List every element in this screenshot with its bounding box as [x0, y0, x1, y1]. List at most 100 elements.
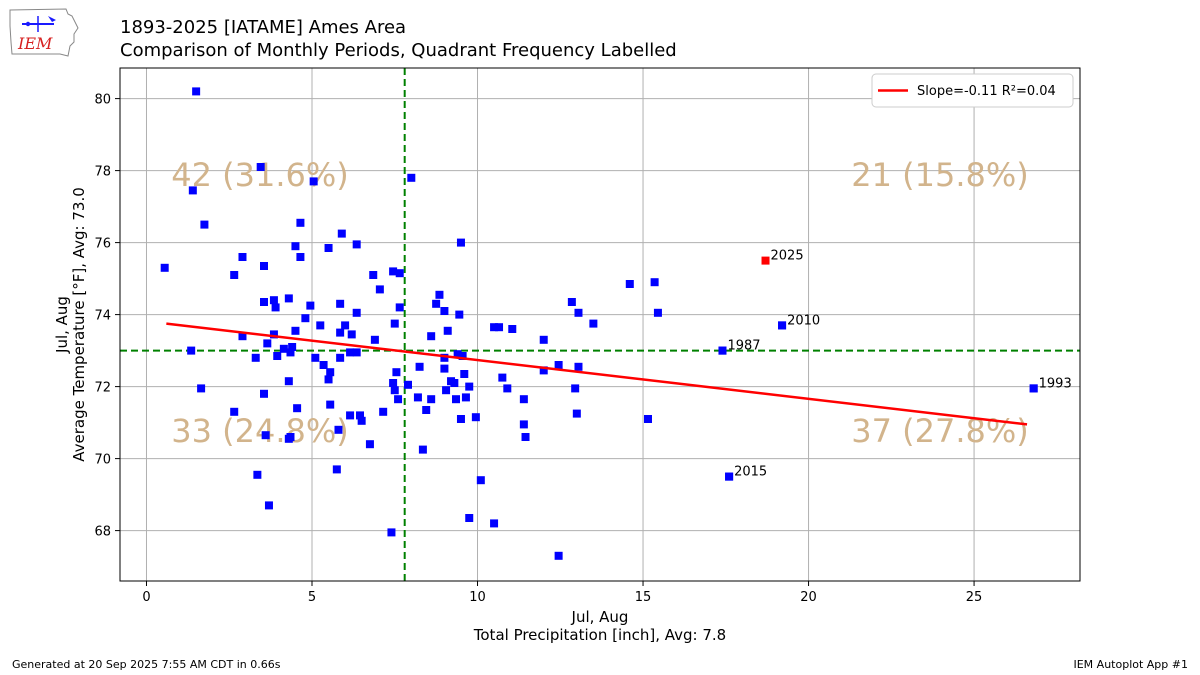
data-point — [395, 269, 404, 278]
quadrant-label: 42 (31.6%) — [171, 156, 349, 194]
data-point — [296, 253, 305, 261]
plot-frame — [119, 67, 1081, 582]
data-point — [456, 415, 465, 423]
data-point — [392, 368, 401, 377]
data-point — [390, 319, 399, 328]
data-point — [519, 420, 528, 429]
data-point — [271, 303, 280, 312]
x-axis-label: Total Precipitation [inch], Avg: 7.8 — [473, 626, 726, 644]
y-tick-label: 72 — [94, 381, 111, 396]
y-axis-label: Average Temperature [°F], Avg: 73.0 — [70, 187, 88, 462]
data-point — [379, 407, 388, 416]
data-point — [324, 244, 333, 252]
data-point — [389, 267, 398, 276]
data-point — [435, 290, 444, 299]
y-tick-label: 70 — [94, 453, 111, 468]
highlight-data-point — [761, 256, 770, 265]
data-point — [653, 308, 662, 317]
data-point — [447, 377, 456, 386]
data-point — [407, 173, 416, 182]
data-point — [269, 296, 278, 305]
data-point — [324, 375, 333, 384]
data-point — [490, 323, 499, 332]
data-point — [260, 298, 268, 306]
data-point — [352, 348, 361, 357]
data-point — [458, 352, 467, 360]
data-point — [460, 370, 469, 378]
data-point — [456, 238, 465, 247]
data-point — [521, 433, 530, 441]
data-point — [465, 382, 474, 391]
point-label: 2025 — [771, 249, 804, 264]
data-point — [301, 314, 310, 323]
data-point — [334, 425, 343, 434]
y-tick-label: 78 — [94, 165, 111, 180]
data-point — [332, 465, 341, 474]
data-point — [390, 386, 399, 395]
data-point — [442, 386, 451, 395]
data-point — [200, 220, 209, 229]
trend-line — [166, 322, 1028, 426]
data-point — [293, 404, 302, 413]
data-point — [160, 263, 169, 272]
data-point — [572, 409, 581, 418]
iem-logo: IEM — [9, 8, 79, 57]
data-point — [230, 407, 239, 416]
x-tick-label: 10 — [469, 590, 486, 605]
data-point — [311, 353, 320, 362]
data-point — [725, 472, 734, 481]
chart-subtitle: Comparison of Monthly Periods, Quadrant … — [120, 40, 677, 61]
data-point — [554, 361, 563, 369]
data-point — [455, 310, 464, 319]
data-point — [389, 379, 398, 387]
x-tick-label: 5 — [308, 590, 316, 605]
data-point — [284, 377, 293, 386]
data-point — [453, 350, 462, 359]
data-point — [288, 343, 297, 351]
data-point — [567, 298, 576, 306]
data-point — [539, 366, 548, 375]
data-point — [261, 431, 270, 440]
data-point — [508, 325, 517, 333]
quadrant-label: 21 (15.8%) — [851, 156, 1029, 194]
data-point — [644, 415, 652, 423]
legend-label: Slope=-0.11 R²=0.04 — [917, 84, 1056, 99]
data-point — [309, 177, 318, 186]
data-point — [465, 514, 474, 522]
data-point — [264, 501, 273, 510]
app-footer: IEM Autoplot App #1 — [1073, 658, 1188, 671]
data-point — [260, 389, 268, 398]
quadrant-label: 37 (27.8%) — [851, 412, 1029, 450]
data-point — [503, 384, 512, 393]
y-axis-label: Jul, Aug — [53, 296, 71, 354]
quadrant-label: 33 (24.8%) — [171, 412, 349, 450]
data-point — [326, 368, 335, 377]
legend-box — [871, 73, 1074, 108]
point-label: 2010 — [787, 313, 820, 328]
point-label: 2015 — [734, 465, 767, 480]
data-point — [336, 299, 345, 308]
logo-text: IEM — [17, 34, 53, 53]
data-point — [387, 528, 396, 537]
generated-footer: Generated at 20 Sep 2025 7:55 AM CDT in … — [12, 658, 281, 671]
y-tick-label: 76 — [94, 237, 111, 252]
x-tick-label: 20 — [800, 590, 817, 605]
data-point — [539, 335, 548, 344]
data-point — [519, 395, 528, 404]
data-point — [260, 262, 268, 270]
data-point — [427, 395, 436, 404]
data-point — [574, 362, 583, 371]
data-point — [296, 218, 305, 227]
data-point — [346, 411, 355, 420]
data-point — [188, 186, 197, 195]
data-point — [197, 384, 206, 393]
data-point — [476, 476, 485, 485]
point-label: 1987 — [727, 339, 760, 354]
data-point — [341, 321, 350, 330]
data-point — [571, 384, 580, 393]
data-point — [352, 308, 361, 317]
y-tick-label: 80 — [94, 93, 111, 108]
data-point — [461, 393, 470, 402]
data-point — [432, 299, 441, 308]
